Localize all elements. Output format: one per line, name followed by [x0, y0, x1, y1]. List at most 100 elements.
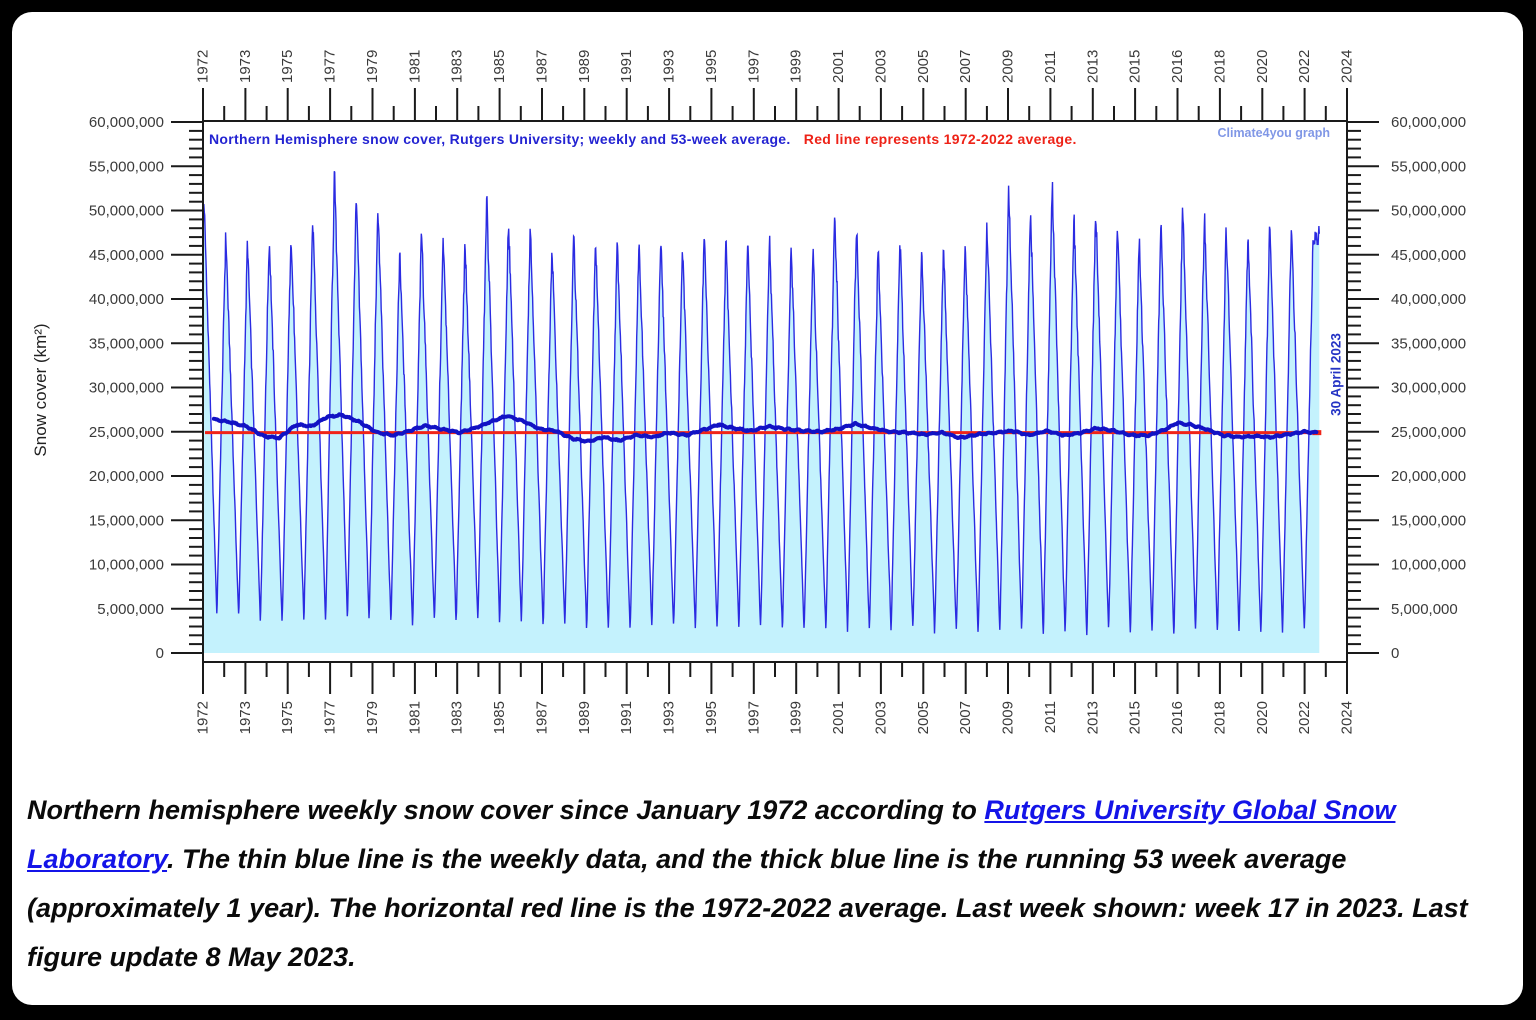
- weekly-series-fill: [203, 171, 1320, 653]
- svg-text:1985: 1985: [491, 50, 508, 83]
- svg-text:25,000,000: 25,000,000: [89, 424, 164, 441]
- svg-text:2011: 2011: [1042, 701, 1059, 733]
- caption-segment-1: Northern hemisphere weekly snow cover si…: [27, 795, 985, 825]
- svg-text:1993: 1993: [661, 701, 678, 734]
- svg-text:1993: 1993: [661, 50, 678, 83]
- svg-text:2001: 2001: [830, 50, 847, 83]
- svg-text:2018: 2018: [1211, 701, 1228, 734]
- svg-text:30,000,000: 30,000,000: [89, 380, 164, 397]
- svg-text:40,000,000: 40,000,000: [1391, 291, 1466, 308]
- svg-text:2007: 2007: [957, 50, 974, 83]
- svg-text:2009: 2009: [1000, 701, 1017, 734]
- svg-text:1995: 1995: [703, 701, 720, 734]
- svg-text:2005: 2005: [915, 50, 932, 83]
- chart-title-blue: Northern Hemisphere snow cover, Rutgers …: [209, 131, 791, 147]
- svg-text:60,000,000: 60,000,000: [1391, 114, 1466, 131]
- svg-text:20,000,000: 20,000,000: [1391, 468, 1466, 485]
- svg-text:45,000,000: 45,000,000: [89, 247, 164, 264]
- svg-text:1995: 1995: [703, 50, 720, 83]
- y-axis-right-labels: 60,000,000 55,000,000 50,000,000 45,000,000…: [1391, 114, 1466, 662]
- svg-text:1987: 1987: [534, 50, 551, 83]
- y-axis-ticks: [171, 121, 1379, 654]
- y-axis-left-labels: 60,000,000 55,000,000 50,000,000 45,000,000…: [89, 114, 164, 662]
- chart-title: Northern Hemisphere snow cover, Rutgers …: [209, 131, 1077, 147]
- svg-text:1983: 1983: [449, 50, 466, 83]
- svg-text:1997: 1997: [745, 50, 762, 83]
- svg-text:35,000,000: 35,000,000: [1391, 335, 1466, 352]
- svg-text:45,000,000: 45,000,000: [1391, 247, 1466, 264]
- svg-text:1972: 1972: [195, 701, 212, 734]
- svg-text:10,000,000: 10,000,000: [1391, 557, 1466, 574]
- chart-title-red: Red line represents 1972-2022 average.: [803, 131, 1077, 147]
- svg-text:2001: 2001: [830, 701, 847, 734]
- climate4you-watermark: Climate4you graph: [1217, 126, 1330, 140]
- svg-text:35,000,000: 35,000,000: [89, 335, 164, 352]
- svg-text:30,000,000: 30,000,000: [1391, 380, 1466, 397]
- x-axis-top-labels: 1972 1973 1975 1977 1979 1981 1983 1985 1987 1989…: [195, 50, 1356, 83]
- svg-text:0: 0: [1391, 645, 1399, 662]
- svg-text:1977: 1977: [322, 50, 339, 83]
- svg-text:1987: 1987: [534, 701, 551, 734]
- figure-caption: Northern hemisphere weekly snow cover si…: [27, 786, 1499, 982]
- svg-text:50,000,000: 50,000,000: [89, 203, 164, 220]
- svg-text:2022: 2022: [1296, 701, 1313, 734]
- svg-text:1983: 1983: [449, 701, 466, 734]
- svg-text:55,000,000: 55,000,000: [1391, 158, 1466, 175]
- svg-text:1975: 1975: [279, 50, 296, 83]
- svg-text:2003: 2003: [872, 701, 889, 734]
- svg-text:15,000,000: 15,000,000: [89, 512, 164, 529]
- avg53-series-line: [211, 412, 1319, 444]
- rutgers-snow-lab-link[interactable]: Rutgers University Global Snow Laborator…: [27, 795, 1396, 874]
- svg-text:2009: 2009: [1000, 50, 1017, 83]
- caption-segment-2: . The thin blue line is the weekly data,…: [27, 844, 1468, 972]
- svg-text:2003: 2003: [872, 50, 889, 83]
- svg-text:1973: 1973: [237, 701, 254, 734]
- svg-text:2015: 2015: [1127, 50, 1144, 83]
- svg-text:2018: 2018: [1211, 50, 1228, 83]
- svg-text:2024: 2024: [1339, 701, 1356, 734]
- svg-text:25,000,000: 25,000,000: [1391, 424, 1466, 441]
- svg-text:1999: 1999: [788, 50, 805, 83]
- svg-text:1989: 1989: [576, 701, 593, 734]
- x-axis-ticks: [202, 88, 1348, 694]
- svg-text:0: 0: [156, 645, 164, 662]
- svg-text:1973: 1973: [237, 50, 254, 83]
- svg-text:2011: 2011: [1042, 51, 1059, 83]
- svg-text:2022: 2022: [1296, 50, 1313, 83]
- svg-text:1981: 1981: [406, 50, 423, 83]
- svg-text:1979: 1979: [364, 701, 381, 734]
- snow-cover-chart: 60,000,000 55,000,000 50,000,000 45,000,000…: [89, 50, 1466, 735]
- svg-text:1991: 1991: [618, 50, 635, 83]
- svg-text:2013: 2013: [1084, 701, 1101, 734]
- svg-text:2013: 2013: [1084, 50, 1101, 83]
- svg-text:55,000,000: 55,000,000: [89, 158, 164, 175]
- last-point-date-label: 30 April 2023: [1328, 333, 1344, 416]
- svg-text:2007: 2007: [957, 701, 974, 734]
- svg-text:2016: 2016: [1169, 701, 1186, 734]
- svg-text:5,000,000: 5,000,000: [1391, 601, 1458, 618]
- svg-text:15,000,000: 15,000,000: [1391, 512, 1466, 529]
- svg-text:1979: 1979: [364, 50, 381, 83]
- y-axis-title: Snow cover (km²): [31, 323, 50, 457]
- svg-text:1977: 1977: [322, 701, 339, 734]
- svg-text:1972: 1972: [195, 50, 212, 83]
- svg-text:10,000,000: 10,000,000: [89, 557, 164, 574]
- chart-svg: 60,000,000 55,000,000 50,000,000 45,000,000…: [89, 50, 1466, 735]
- svg-text:2020: 2020: [1254, 50, 1271, 83]
- svg-text:1989: 1989: [576, 50, 593, 83]
- svg-text:20,000,000: 20,000,000: [89, 468, 164, 485]
- svg-text:5,000,000: 5,000,000: [97, 601, 164, 618]
- svg-text:1999: 1999: [788, 701, 805, 734]
- svg-text:40,000,000: 40,000,000: [89, 291, 164, 308]
- svg-text:1981: 1981: [406, 701, 423, 734]
- x-axis-bottom-labels: 1972 1973 1975 1977 1979 1981 1983 1985 1987 1989…: [195, 701, 1356, 734]
- svg-text:1975: 1975: [279, 701, 296, 734]
- svg-text:2015: 2015: [1127, 701, 1144, 734]
- svg-text:2020: 2020: [1254, 701, 1271, 734]
- svg-text:1985: 1985: [491, 701, 508, 734]
- svg-text:50,000,000: 50,000,000: [1391, 203, 1466, 220]
- svg-text:60,000,000: 60,000,000: [89, 114, 164, 131]
- weekly-series-line: [202, 170, 1320, 636]
- svg-text:1997: 1997: [745, 701, 762, 734]
- svg-text:2024: 2024: [1339, 50, 1356, 83]
